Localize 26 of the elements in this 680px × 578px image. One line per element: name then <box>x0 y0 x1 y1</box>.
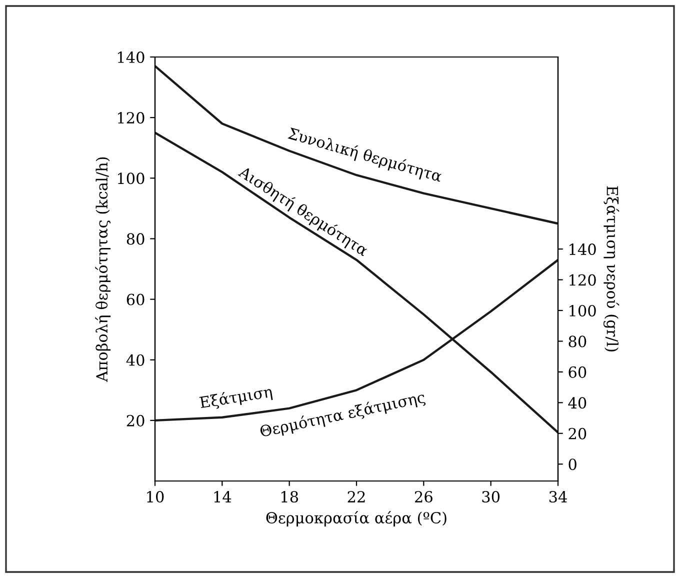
y2-tick-label: 80 <box>568 336 586 348</box>
x-tick-label: 18 <box>281 490 298 503</box>
y-tick-label: 100 <box>118 172 144 184</box>
y-axis-title: Αποβολή θερμότητας (kcal/h) <box>95 157 111 382</box>
x-tick-label: 10 <box>147 490 164 503</box>
y2-tick-label: 60 <box>568 366 586 378</box>
x-tick-label: 26 <box>414 490 432 503</box>
y2-tick-label: 120 <box>570 274 596 286</box>
x-tick-label: 14 <box>214 490 232 502</box>
y-tick-label: 120 <box>118 112 144 124</box>
y2-tick-label: 140 <box>570 243 596 256</box>
x-tick-label: 30 <box>482 490 500 503</box>
y-tick-label: 40 <box>126 354 144 366</box>
y2-axis-title: Εξάτμιση νερού (gr/l) <box>603 186 620 352</box>
x-tick-label: 22 <box>348 490 365 502</box>
y2-tick-label: 40 <box>568 397 586 409</box>
y-tick-label: 140 <box>118 51 144 64</box>
y2-tick-label: 20 <box>568 428 586 440</box>
x-axis-title: Θερμοκρασία αέρα (ºC) <box>266 511 446 526</box>
y-tick-label: 60 <box>126 294 144 306</box>
y-tick-label: 80 <box>126 233 144 245</box>
y2-tick-label: 0 <box>568 458 576 470</box>
x-tick-label: 34 <box>549 490 567 503</box>
y-tick-label: 20 <box>126 414 144 426</box>
y2-tick-label: 100 <box>570 304 596 316</box>
annotation: Εξάτμιση <box>199 384 273 412</box>
